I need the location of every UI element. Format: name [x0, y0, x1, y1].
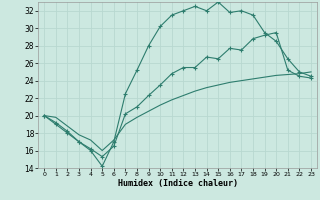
X-axis label: Humidex (Indice chaleur): Humidex (Indice chaleur) — [118, 179, 238, 188]
